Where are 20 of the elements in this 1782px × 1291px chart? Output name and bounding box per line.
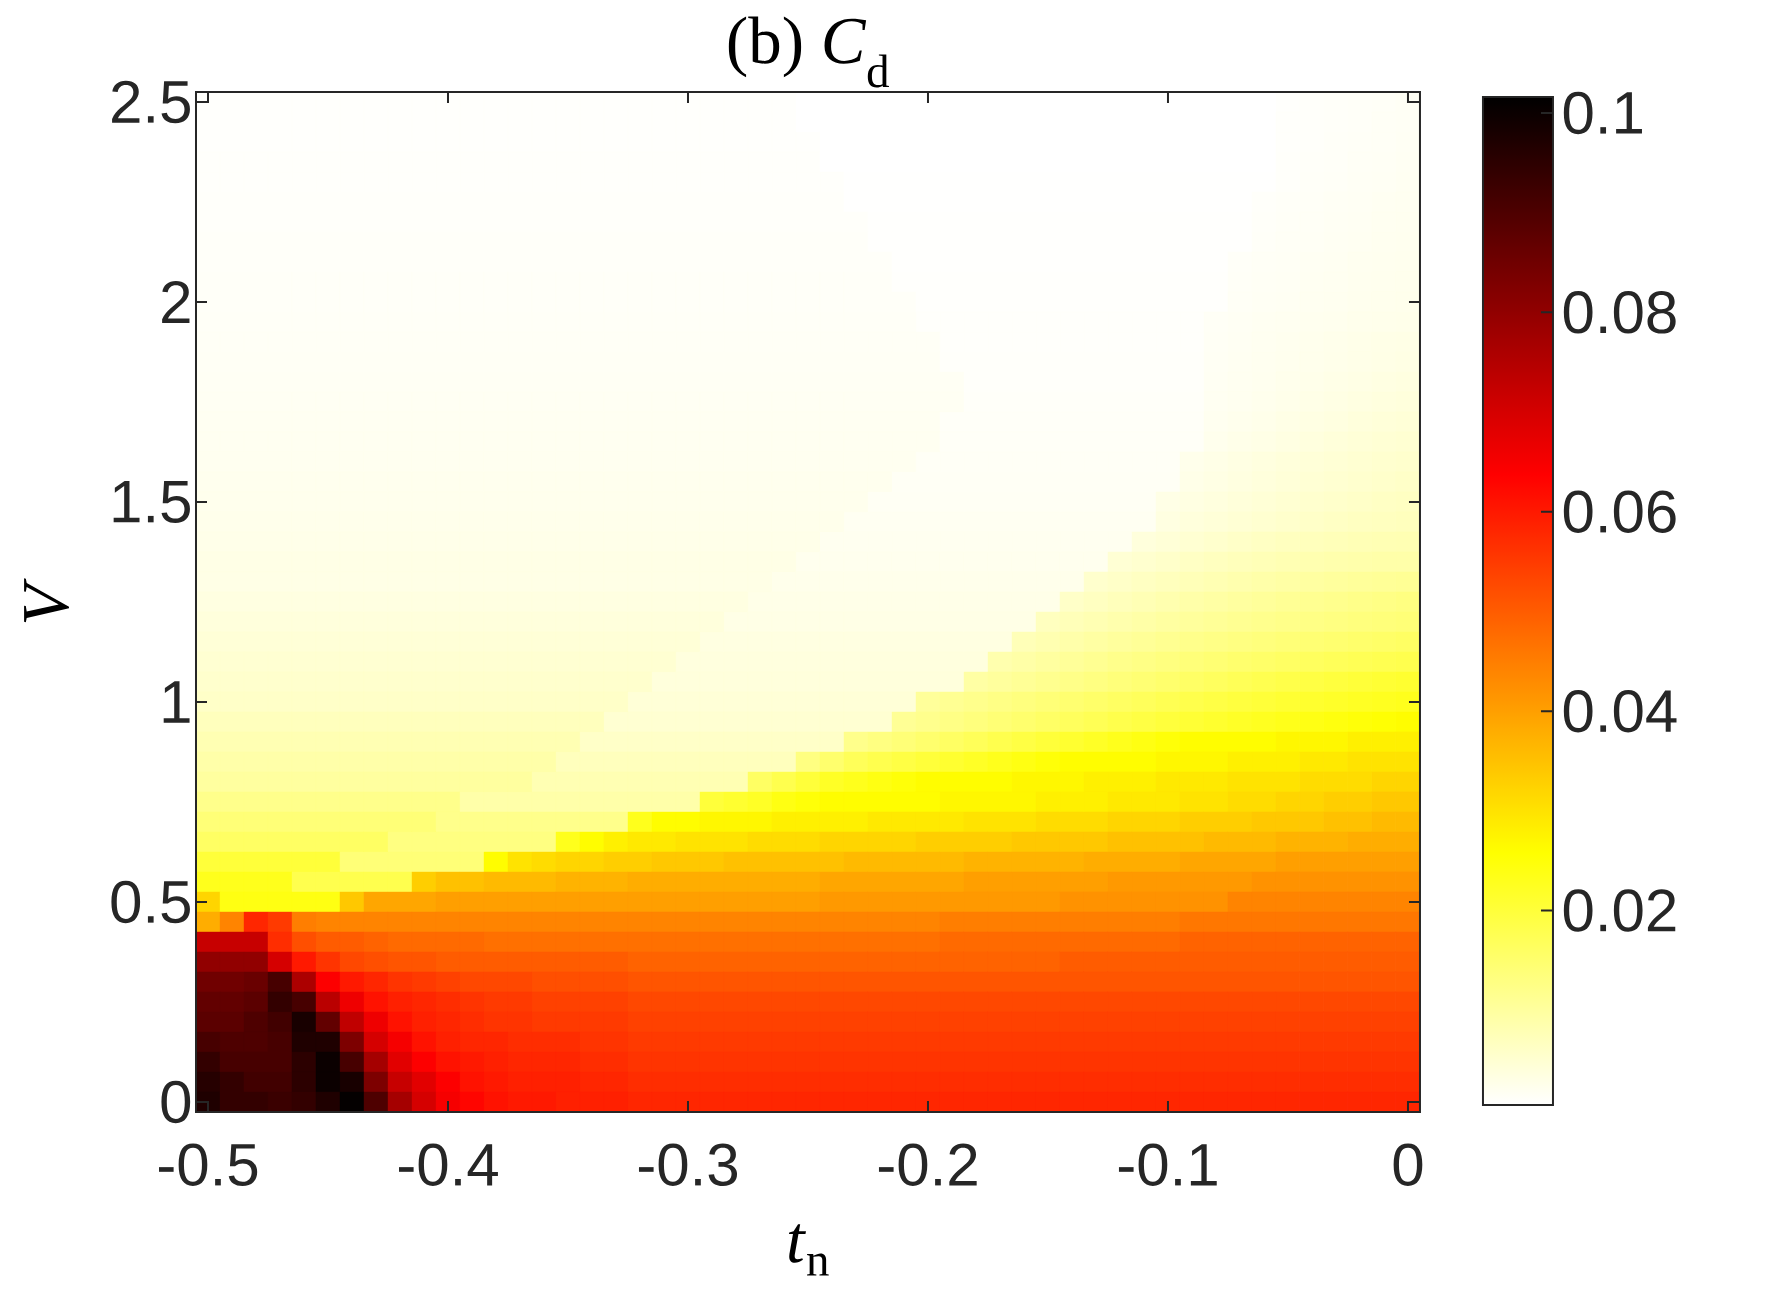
chart-title: (b) C$_{d}$ [728, 16, 889, 88]
color-bar-label: 0.02 [1563, 889, 1676, 932]
x-tick-label: -0.1 [1118, 1143, 1217, 1187]
y-tick-label: 2.5 [112, 80, 190, 124]
x-tick-label: 0 [1393, 1143, 1423, 1187]
y-tick-label: 0.5 [111, 880, 190, 924]
x-tick-label: -0.5 [158, 1143, 258, 1187]
x-tick-label: -0.2 [878, 1143, 977, 1187]
y-tick-label: 0 [161, 1080, 191, 1124]
color-bar-label: 0.1 [1563, 91, 1642, 135]
color-bar-label: 0.04 [1563, 689, 1677, 733]
y-tick-label: 1.5 [113, 481, 190, 523]
color-bar-label: 0.06 [1563, 490, 1676, 533]
color-bar-label: 0.08 [1563, 291, 1676, 334]
y-axis-title: V [24, 578, 69, 623]
x-tick-label: -0.4 [398, 1143, 498, 1187]
y-tick-label: 2 [162, 281, 190, 323]
x-tick-label: -0.3 [638, 1143, 738, 1187]
y-tick-label: 1 [163, 681, 190, 723]
x-axis-title: t$_{n}$ [788, 1224, 829, 1276]
